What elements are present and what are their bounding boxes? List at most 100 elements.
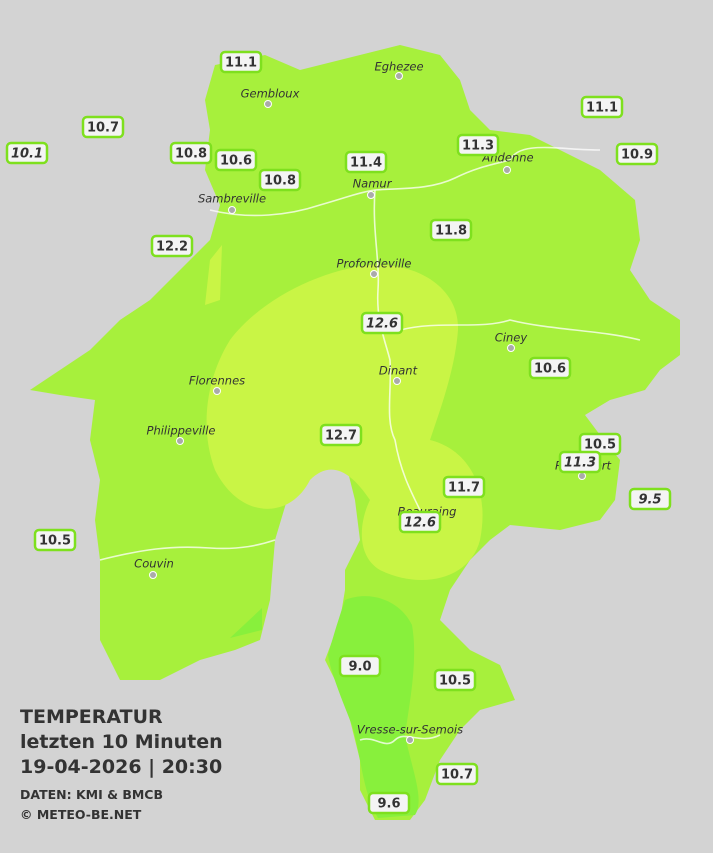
station-box <box>615 142 659 166</box>
station-box <box>219 50 263 74</box>
city-dot <box>507 344 515 352</box>
station-box <box>580 95 624 119</box>
city-dot <box>264 100 272 108</box>
station-label: 11.1 <box>219 50 263 74</box>
station-box <box>344 150 388 174</box>
station-value: 10.9 <box>621 148 653 163</box>
station-box <box>338 654 382 678</box>
station-label: 11.8 <box>429 218 473 242</box>
station-label: 10.1 <box>5 141 49 165</box>
city-dot <box>578 472 586 480</box>
station-label: 11.1 <box>580 95 624 119</box>
station-value: 10.8 <box>264 174 296 189</box>
station-label: 10.7 <box>81 115 125 139</box>
station-label: 12.7 <box>319 423 363 447</box>
station-value: 10.7 <box>441 768 473 783</box>
station-box <box>319 423 363 447</box>
city-dot <box>406 736 414 744</box>
station-value: 12.6 <box>404 516 436 531</box>
station-label: 10.8 <box>258 168 302 192</box>
station-box <box>169 141 213 165</box>
station-value: 10.5 <box>584 438 616 453</box>
station-box <box>214 148 258 172</box>
credit: DATEN: KMI & BMCB <box>20 787 163 802</box>
station-value: 11.3 <box>462 139 494 154</box>
city-name: Ciney <box>495 331 528 345</box>
station-label: 10.6 <box>214 148 258 172</box>
station-value: 10.5 <box>439 674 471 689</box>
city-name: Philippeville <box>147 424 216 438</box>
station-value: 10.6 <box>220 154 252 169</box>
station-label: 9.6 <box>367 791 411 815</box>
station-box <box>435 762 479 786</box>
credit: © METEO-BE.NET <box>20 807 142 822</box>
station-label: 11.4 <box>344 150 388 174</box>
station-value: 11.4 <box>350 156 382 171</box>
title-line: letzten 10 Minuten <box>20 731 223 753</box>
station-box <box>33 528 77 552</box>
station-label: 12.6 <box>360 311 404 335</box>
city-dot <box>393 377 401 385</box>
station-label: 9.5 <box>628 487 672 511</box>
station-label: 9.0 <box>338 654 382 678</box>
station-value: 9.5 <box>638 493 661 508</box>
station-value: 12.7 <box>325 429 357 444</box>
station-value: 11.7 <box>448 481 480 496</box>
city-name: Gembloux <box>241 87 300 101</box>
station-label: 12.6 <box>398 510 442 534</box>
city-dot <box>367 191 375 199</box>
warm-zone <box>206 264 483 580</box>
station-label: 11.3 <box>456 133 500 157</box>
station-value: 12.2 <box>156 240 188 255</box>
title-line: TEMPERATUR <box>20 706 163 728</box>
station-box <box>81 115 125 139</box>
city-name: Florennes <box>189 374 245 388</box>
city-dot <box>228 206 236 214</box>
station-box <box>433 668 477 692</box>
city-dot <box>213 387 221 395</box>
station-value: 11.1 <box>586 101 618 116</box>
station-label: 10.6 <box>528 356 572 380</box>
city-name: Sambreville <box>198 192 266 206</box>
station-value: 9.0 <box>348 660 371 675</box>
warm-zone-west <box>205 245 222 305</box>
city-dot <box>176 437 184 445</box>
station-box <box>150 234 194 258</box>
city-dot <box>370 270 378 278</box>
station-value: 10.8 <box>175 147 207 162</box>
station-value: 10.1 <box>11 147 43 162</box>
station-value: 11.3 <box>564 456 596 471</box>
city-name: Namur <box>353 177 393 191</box>
city-name: Profondeville <box>337 257 412 271</box>
station-box <box>528 356 572 380</box>
station-box <box>360 311 404 335</box>
station-box <box>628 487 672 511</box>
station-value: 11.8 <box>435 224 467 239</box>
station-box <box>429 218 473 242</box>
station-box <box>367 791 411 815</box>
station-value: 11.1 <box>225 56 257 71</box>
station-box <box>5 141 49 165</box>
city-name: Couvin <box>134 557 174 571</box>
city-name: Eghezee <box>374 60 423 74</box>
cool-zone-west <box>230 608 262 638</box>
station-value: 10.7 <box>87 121 119 136</box>
city-name: Vresse-sur-Semois <box>357 723 463 737</box>
station-value: 12.6 <box>366 317 398 332</box>
station-label: 10.5 <box>33 528 77 552</box>
station-value: 9.6 <box>377 797 400 812</box>
city-dot <box>149 571 157 579</box>
station-box <box>558 450 602 474</box>
station-box <box>456 133 500 157</box>
station-label: 10.5 <box>433 668 477 692</box>
rivers <box>99 146 641 745</box>
station-box <box>258 168 302 192</box>
station-label: 12.2 <box>150 234 194 258</box>
station-value: 10.6 <box>534 362 566 377</box>
cool-zone <box>328 596 419 818</box>
city-dot <box>503 166 511 174</box>
station-label: 11.7 <box>442 475 486 499</box>
station-value: 10.5 <box>39 534 71 549</box>
